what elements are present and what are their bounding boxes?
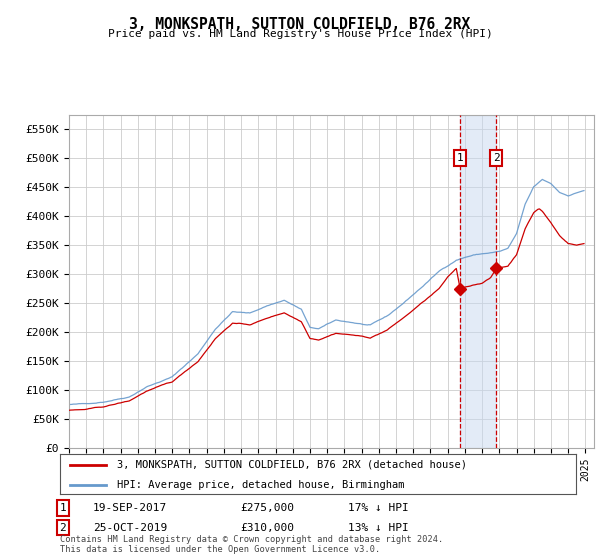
Text: HPI: Average price, detached house, Birmingham: HPI: Average price, detached house, Birm… — [117, 480, 404, 490]
Text: 1: 1 — [457, 153, 463, 164]
Text: 17% ↓ HPI: 17% ↓ HPI — [348, 503, 409, 513]
Text: 3, MONKSPATH, SUTTON COLDFIELD, B76 2RX: 3, MONKSPATH, SUTTON COLDFIELD, B76 2RX — [130, 17, 470, 32]
Text: 19-SEP-2017: 19-SEP-2017 — [93, 503, 167, 513]
Text: £310,000: £310,000 — [240, 522, 294, 533]
Text: Contains HM Land Registry data © Crown copyright and database right 2024.: Contains HM Land Registry data © Crown c… — [60, 535, 443, 544]
Bar — [460, 115, 496, 448]
Text: £275,000: £275,000 — [240, 503, 294, 513]
Text: 13% ↓ HPI: 13% ↓ HPI — [348, 522, 409, 533]
Text: 1: 1 — [59, 503, 67, 513]
Text: 2: 2 — [493, 153, 500, 164]
Text: This data is licensed under the Open Government Licence v3.0.: This data is licensed under the Open Gov… — [60, 545, 380, 554]
Text: 25-OCT-2019: 25-OCT-2019 — [93, 522, 167, 533]
Text: Price paid vs. HM Land Registry's House Price Index (HPI): Price paid vs. HM Land Registry's House … — [107, 29, 493, 39]
Text: 3, MONKSPATH, SUTTON COLDFIELD, B76 2RX (detached house): 3, MONKSPATH, SUTTON COLDFIELD, B76 2RX … — [117, 460, 467, 470]
Text: 2: 2 — [59, 522, 67, 533]
